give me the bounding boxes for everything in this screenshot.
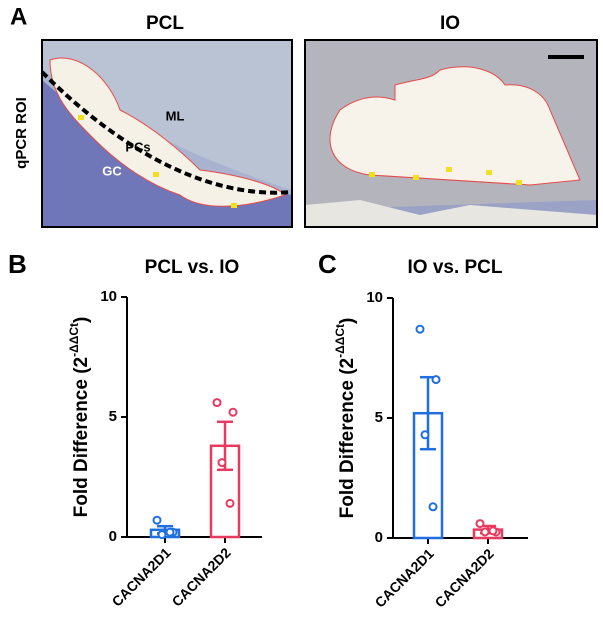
y-tick-label: 10 bbox=[366, 289, 383, 306]
data-point bbox=[420, 430, 430, 440]
data-point bbox=[428, 502, 438, 512]
y-axis-label-part: Fold Difference (2 bbox=[71, 357, 92, 517]
panel-label: A bbox=[10, 3, 27, 30]
x-tick-label: CACNA2D1 bbox=[109, 544, 174, 609]
data-point bbox=[488, 526, 498, 536]
image-title: IO bbox=[440, 13, 460, 34]
panel-label: B bbox=[8, 249, 27, 279]
micrograph-io bbox=[304, 39, 598, 228]
region-label: GC bbox=[102, 163, 122, 178]
image-title: PCL bbox=[146, 13, 184, 34]
x-tick-label: CACNA2D2 bbox=[169, 544, 234, 609]
y-tick-label: 0 bbox=[109, 528, 117, 545]
data-point bbox=[152, 515, 162, 525]
data-point bbox=[480, 527, 490, 537]
y-axis-label: Fold Difference (2-ΔΔCt) bbox=[67, 317, 92, 518]
y-tick-label: 10 bbox=[100, 288, 117, 305]
y-tick-label: 5 bbox=[109, 408, 117, 425]
micrograph-pcl bbox=[40, 39, 293, 228]
y-axis-label-part: Fold Difference (2 bbox=[337, 358, 358, 518]
region-label: PCs bbox=[125, 139, 150, 154]
data-point bbox=[228, 407, 238, 417]
y-tick-label: 0 bbox=[375, 529, 383, 546]
x-tick-label: CACNA2D1 bbox=[372, 545, 437, 610]
data-point bbox=[475, 519, 485, 529]
chart-title: PCL vs. IO bbox=[145, 257, 240, 278]
data-point bbox=[212, 398, 222, 408]
y-tick-label: 5 bbox=[375, 409, 383, 426]
data-point bbox=[157, 530, 167, 540]
data-point bbox=[415, 324, 425, 334]
y-axis-label-part: ) bbox=[337, 318, 358, 324]
data-point bbox=[225, 498, 235, 508]
chart-title: IO vs. PCL bbox=[407, 257, 502, 278]
row-label: qPCR ROI bbox=[13, 97, 30, 169]
x-tick-label: CACNA2D2 bbox=[432, 545, 497, 610]
y-axis-label-part: -ΔΔCt bbox=[333, 324, 347, 358]
data-point bbox=[431, 375, 441, 385]
y-axis-label-part: ) bbox=[71, 317, 92, 323]
region-label: ML bbox=[166, 108, 185, 123]
y-axis-label-part: -ΔΔCt bbox=[67, 323, 81, 357]
panel-label: C bbox=[318, 249, 337, 279]
y-axis-label: Fold Difference (2-ΔΔCt) bbox=[333, 318, 358, 519]
data-point bbox=[165, 527, 175, 537]
data-point bbox=[217, 458, 227, 468]
